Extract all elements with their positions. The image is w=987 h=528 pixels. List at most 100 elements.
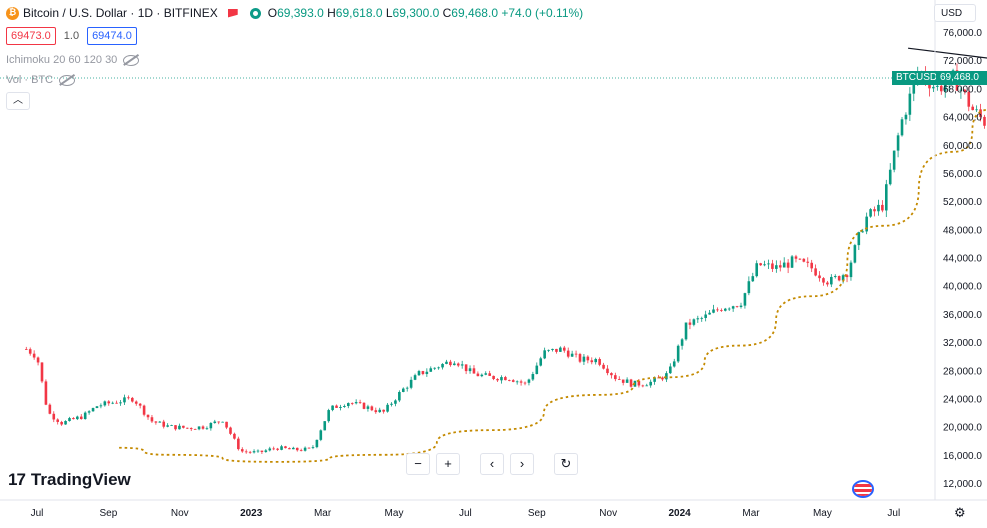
reset-chart-button[interactable]: ↻ <box>554 453 578 475</box>
candle-body <box>786 262 790 268</box>
indicator-label: Ichimoku 20 60 120 30 <box>6 54 118 66</box>
candle-body <box>971 106 974 111</box>
scroll-right-button[interactable]: › <box>510 453 534 475</box>
logo-name: TradingView <box>30 470 131 489</box>
gear-icon[interactable]: ⚙ <box>954 505 966 520</box>
last-price-tag: 69,468.0 <box>936 71 987 86</box>
candle-body <box>480 374 484 377</box>
candle-body <box>142 405 146 415</box>
zoom-in-button[interactable]: + <box>436 453 460 475</box>
candle-body <box>853 245 857 263</box>
candle-body <box>354 402 358 404</box>
support-curve[interactable] <box>119 11 987 463</box>
candle-body <box>720 310 723 311</box>
candle-body <box>515 381 519 383</box>
candle-body <box>449 361 452 366</box>
candle-body <box>747 281 751 294</box>
time-axis-label: Nov <box>599 508 617 519</box>
zoom-out-button[interactable]: − <box>406 453 430 475</box>
candle-body <box>676 345 680 362</box>
candle-body <box>932 86 935 89</box>
candle-body <box>150 417 154 422</box>
candle-body <box>174 425 177 430</box>
eye-hidden-icon[interactable] <box>123 54 140 66</box>
us-flag-icon[interactable] <box>852 480 874 498</box>
candle-body <box>692 319 696 325</box>
candle-body <box>641 385 645 387</box>
candle-body <box>979 109 982 117</box>
candle-body <box>417 371 421 376</box>
candle-body <box>735 306 739 308</box>
candle-body <box>504 377 507 381</box>
price-axis-label: 48,000.0 <box>943 225 982 236</box>
candle-body <box>182 425 185 428</box>
currency-selector[interactable]: USD <box>934 4 976 22</box>
candle-body <box>621 379 625 383</box>
candle-body <box>28 349 32 354</box>
flag-icon[interactable] <box>227 8 238 18</box>
candle-body <box>535 365 539 375</box>
candle-body <box>209 422 213 429</box>
candle-body <box>237 438 240 450</box>
eye-hidden-icon[interactable] <box>59 74 76 86</box>
minus-icon: − <box>414 456 422 471</box>
candle-body <box>500 377 503 381</box>
candle-body <box>759 263 762 266</box>
candle-body <box>488 373 491 376</box>
candle-body <box>896 135 900 151</box>
candle-body <box>445 361 448 364</box>
candle-body <box>700 317 704 319</box>
indicator-ichimoku[interactable]: Ichimoku 20 60 120 30 <box>6 54 140 66</box>
buy-button[interactable]: 69474.0 <box>87 27 137 45</box>
candle-body <box>138 403 142 406</box>
candle-body <box>205 428 209 430</box>
candle-body <box>394 400 397 404</box>
candle-body <box>83 412 87 420</box>
candle-body <box>225 421 228 428</box>
candle-body <box>716 309 719 311</box>
candle-body <box>665 373 668 380</box>
candle-body <box>547 349 550 351</box>
candle-body <box>837 276 841 281</box>
candle-body <box>233 433 236 439</box>
candle-body <box>335 405 338 408</box>
resistance-trendline[interactable] <box>908 47 987 67</box>
time-axis-label: May <box>385 508 404 519</box>
time-axis-label: Mar <box>742 508 760 519</box>
candle-body <box>401 388 405 392</box>
candle-body <box>751 276 755 282</box>
collapse-legend-button[interactable]: ︿ <box>6 92 30 110</box>
symbol-title[interactable]: Bitcoin / U.S. Dollar · 1D · BITFINEX <box>23 6 218 20</box>
candle-body <box>610 373 613 376</box>
candle-body <box>103 401 107 406</box>
candle-body <box>40 362 44 382</box>
order-quantity[interactable]: 1.0 <box>63 30 80 42</box>
sell-button[interactable]: 69473.0 <box>6 27 56 45</box>
candle-body <box>386 404 389 412</box>
price-axis[interactable]: 76,000.0 72,000.0 68,000.0 64,000.0 60,000.0… <box>943 28 982 490</box>
time-axis[interactable]: Jul Sep Nov 2023 Mar May Jul Sep Nov 2024 Mar May Ju… <box>31 508 901 519</box>
candle-body <box>252 451 256 453</box>
indicator-label: Vol · BTC <box>6 74 54 86</box>
candle-body <box>315 439 319 448</box>
logo-mark: 17 <box>8 470 26 489</box>
candle-body <box>802 258 806 262</box>
candle-body <box>790 256 794 268</box>
candle-body <box>115 402 118 404</box>
candle-body <box>197 426 201 430</box>
scroll-left-button[interactable]: ‹ <box>480 453 504 475</box>
chevron-left-icon: ‹ <box>489 456 495 471</box>
candle-body <box>857 232 861 246</box>
candle-body <box>892 150 896 170</box>
indicator-volume[interactable]: Vol · BTC <box>6 74 76 86</box>
candle-body <box>374 410 378 413</box>
candle-body <box>343 406 346 407</box>
candle-body <box>453 363 456 366</box>
candle-body <box>464 364 468 372</box>
tradingview-logo[interactable]: 17 TradingView <box>8 470 131 490</box>
candle-body <box>841 275 845 281</box>
candle-body <box>508 380 511 381</box>
candle-body <box>370 406 374 411</box>
